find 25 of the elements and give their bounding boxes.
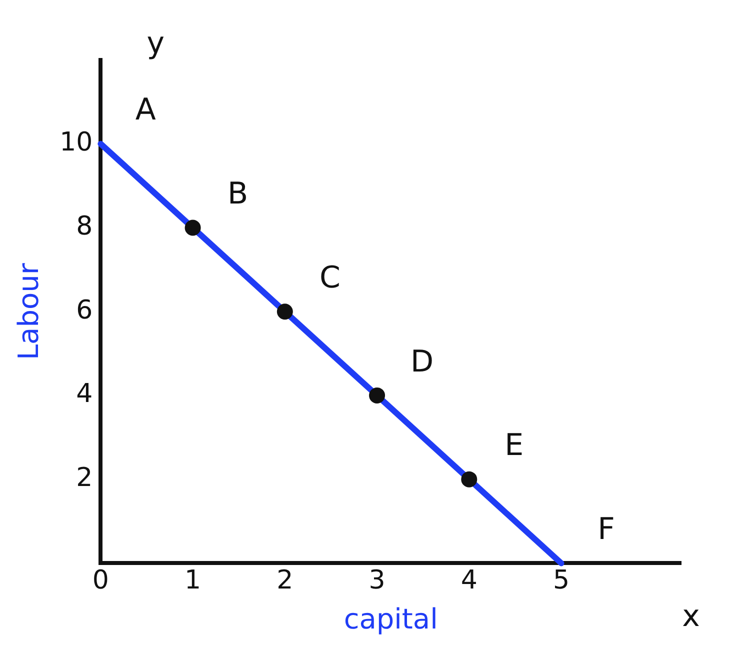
x-tick-label: 5 [552,566,570,596]
x-tick-label: 2 [276,566,294,596]
annotation: C [319,260,340,296]
y-tick-label: 4 [76,379,93,410]
y-tick-label: 10 [60,128,93,158]
text: x [682,598,700,634]
point [461,471,478,488]
annotation: D [410,344,434,380]
annotation: B [228,176,248,212]
x-axis-title: capital [344,602,438,636]
x-tick-label: 3 [368,566,386,596]
annotation: F [598,512,615,547]
y-axis-title: Labour [12,262,46,360]
y-tick-label: 2 [76,463,93,494]
y-tick-label: 8 [76,211,93,242]
point [276,304,293,320]
x-tick-label: 4 [460,566,478,596]
x-tick-label: 0 [92,566,109,596]
point [184,220,201,236]
annotation: A [135,92,156,128]
annotation: y [146,26,165,61]
point [369,387,386,404]
x-tick-label: 1 [184,566,202,596]
annotation: E [504,428,524,464]
y-tick-label: 6 [76,295,93,326]
